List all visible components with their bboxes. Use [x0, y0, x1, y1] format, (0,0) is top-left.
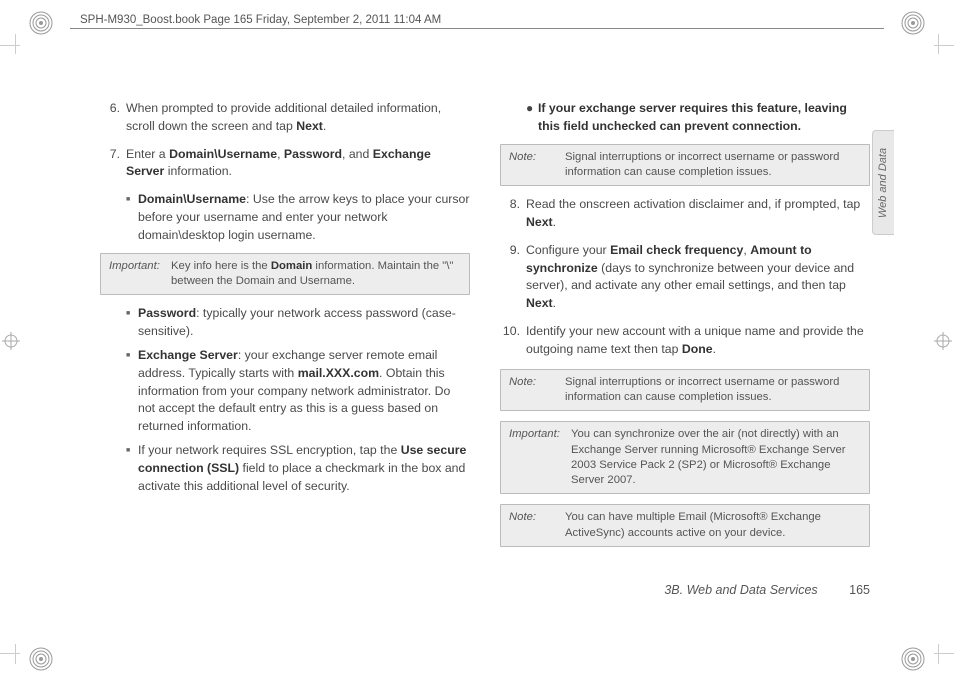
- registration-mark-icon: [28, 646, 54, 672]
- registration-mark-icon: [900, 10, 926, 36]
- note-box-signal-1: Note: Signal interruptions or incorrect …: [500, 144, 870, 187]
- important-box-domain: Important: Key info here is the Domain i…: [100, 253, 470, 296]
- crosshair-icon: [2, 332, 20, 350]
- footer-page-number: 165: [849, 583, 870, 597]
- step-7: 7. Enter a Domain\Username, Password, an…: [100, 146, 470, 182]
- note-box-multiple: Note: You can have multiple Email (Micro…: [500, 504, 870, 547]
- bullet-domain-username: ■ Domain\Username: Use the arrow keys to…: [126, 191, 470, 244]
- sub-bullet-ssl-warning: ● If your exchange server requires this …: [526, 100, 870, 136]
- step-8: 8. Read the onscreen activation disclaim…: [500, 196, 870, 232]
- crop-mark: [0, 45, 20, 46]
- header-rule: [70, 28, 884, 29]
- registration-mark-icon: [28, 10, 54, 36]
- bullet-ssl: ■ If your network requires SSL encryptio…: [126, 442, 470, 495]
- bullet-password: ■ Password: typically your network acces…: [126, 305, 470, 341]
- crop-mark: [0, 653, 20, 654]
- column-left: 6. When prompted to provide additional d…: [100, 100, 470, 570]
- footer-section: 3B. Web and Data Services: [664, 583, 817, 597]
- step-6: 6. When prompted to provide additional d…: [100, 100, 470, 136]
- crop-mark: [15, 34, 16, 54]
- crop-mark: [15, 644, 16, 664]
- column-right: ● If your exchange server requires this …: [500, 100, 870, 570]
- note-box-signal-2: Note: Signal interruptions or incorrect …: [500, 369, 870, 412]
- registration-mark-icon: [900, 646, 926, 672]
- crop-mark: [938, 34, 939, 54]
- crop-mark: [934, 653, 954, 654]
- thumb-tab: Web and Data: [872, 130, 894, 235]
- page-content: 6. When prompted to provide additional d…: [100, 100, 870, 570]
- thumb-tab-label: Web and Data: [878, 147, 890, 217]
- crop-mark: [934, 45, 954, 46]
- bullet-exchange-server: ■ Exchange Server: your exchange server …: [126, 347, 470, 436]
- step-9: 9. Configure your Email check frequency,…: [500, 242, 870, 313]
- important-box-sync: Important: You can synchronize over the …: [500, 421, 870, 494]
- page-footer: 3B. Web and Data Services 165: [100, 583, 870, 597]
- crop-mark: [938, 644, 939, 664]
- running-header: SPH-M930_Boost.book Page 165 Friday, Sep…: [80, 14, 441, 26]
- crosshair-icon: [934, 332, 952, 350]
- step-10: 10. Identify your new account with a uni…: [500, 323, 870, 359]
